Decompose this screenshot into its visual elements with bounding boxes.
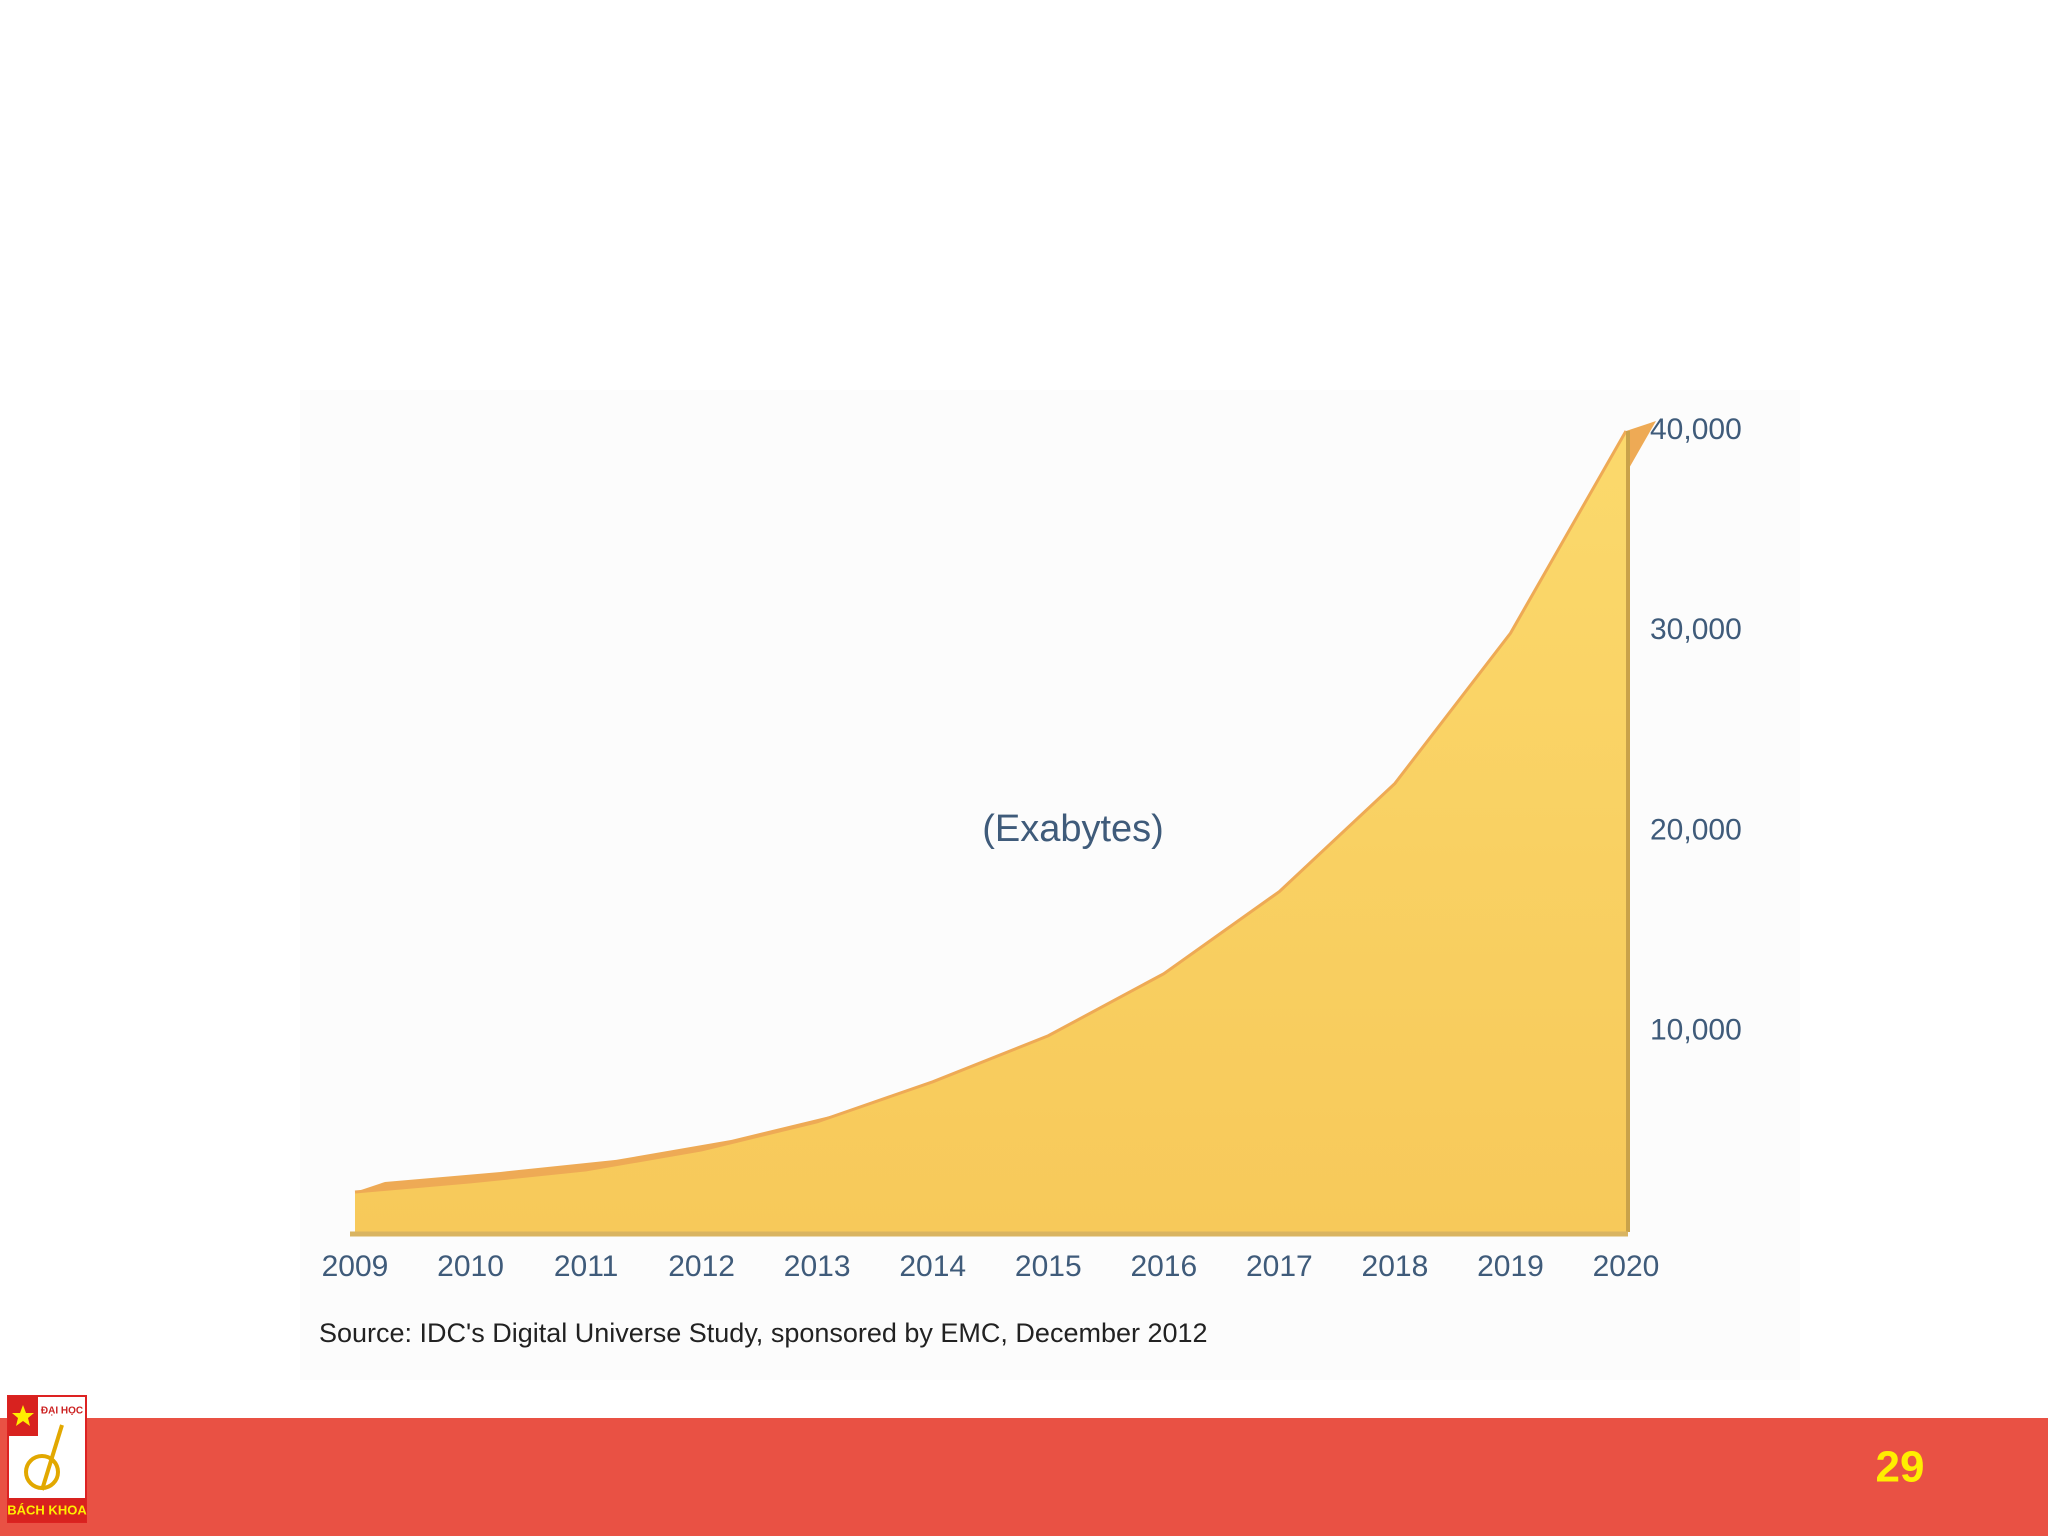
x-tick-label: 2012 [668,1250,735,1283]
source: Source: IDC's Digital Universe Study, sp… [319,1318,1208,1348]
y-tick-label: 20,000 [1650,813,1742,846]
page-number: 29 [1876,1443,1925,1492]
x-tick-label: 2010 [437,1250,504,1283]
x-tick-label: 2018 [1362,1250,1429,1283]
plot [350,421,1656,1237]
x-tick-label: 2019 [1477,1250,1544,1283]
x-tick-label: 2016 [1130,1250,1197,1283]
annotation: (Exabytes) [982,808,1164,850]
area [355,431,1626,1232]
logo: ĐẠI HỌC BÁCH KHOA [7,1395,87,1523]
x-tick-label: 2014 [899,1250,966,1283]
x-tick-label: 2020 [1593,1250,1660,1283]
x-tick-label: 2013 [784,1250,851,1283]
area-line [354,430,1628,1194]
y-tick-label: 40,000 [1650,413,1742,446]
x-tick-label: 2015 [1015,1250,1082,1283]
logo-top: ĐẠI HỌC [41,1406,83,1417]
y-tick-label: 30,000 [1650,613,1742,646]
logo-bottom: BÁCH KHOA [7,1502,87,1517]
x-tick-label: 2009 [322,1250,389,1283]
footer-band [0,1418,2048,1536]
x-tick-label: 2017 [1246,1250,1313,1283]
x-tick-label: 2011 [554,1250,619,1283]
y-tick-label: 10,000 [1650,1014,1742,1047]
